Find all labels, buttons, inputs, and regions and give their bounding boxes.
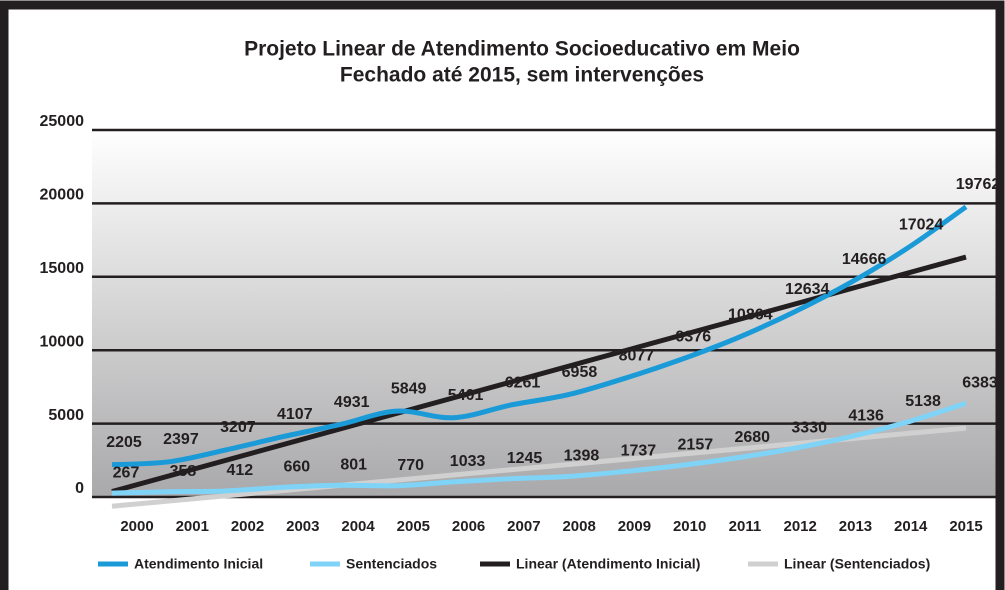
series-line [111,400,967,496]
data-label: 2157 [678,437,714,454]
x-tick-label: 2000 [120,518,153,535]
data-label: 4107 [277,406,313,423]
chart-title: Projeto Linear de Atendimento Socioeduca… [244,38,800,61]
series-line [111,204,968,468]
x-tick-label: 2005 [397,518,430,535]
y-tick-label: 20000 [40,187,85,204]
data-label: 3330 [791,419,827,436]
legend-label: Linear (Atendimento Inicial) [516,556,700,572]
data-label: 5401 [448,387,484,404]
data-label: 19762 [956,176,1001,193]
legend-label: Sentenciados [346,556,437,572]
plot-area [92,130,1000,497]
x-tick-label: 2003 [286,518,319,535]
data-label: 8077 [619,348,655,365]
chart-subtitle: Fechado até 2015, sem intervenções [340,64,704,87]
data-label: 660 [283,459,310,476]
data-label: 12634 [785,281,830,298]
x-tick-label: 2015 [949,518,982,535]
data-label: 6958 [562,364,598,381]
y-tick-label: 0 [75,480,84,497]
y-tick-label: 5000 [48,407,84,424]
data-label: 5138 [905,393,941,410]
data-label: 4931 [334,394,370,411]
data-label: 1398 [564,448,600,465]
x-tick-label: 2014 [894,518,928,535]
data-label: 2680 [734,429,770,446]
x-tick-label: 2008 [562,518,595,535]
data-label: 9376 [676,329,712,346]
data-label: 6383 [962,375,998,392]
x-tick-label: 2001 [176,518,209,535]
data-label: 1033 [450,453,486,470]
data-label: 267 [113,464,140,481]
x-tick-label: 2012 [784,518,817,535]
x-tick-label: 2013 [839,518,872,535]
data-label: 770 [397,457,424,474]
data-label: 358 [170,463,197,480]
data-label: 1737 [621,443,657,460]
x-tick-label: 2011 [729,518,762,535]
x-tick-label: 2010 [673,518,706,535]
x-tick-label: 2002 [231,518,264,535]
data-label: 5849 [391,380,427,397]
y-tick-label: 10000 [40,333,85,350]
data-label: 14666 [842,251,887,268]
y-tick-label: 25000 [40,113,85,130]
x-tick-label: 2004 [341,518,375,535]
data-label: 6261 [505,374,541,391]
data-label: 17024 [899,216,944,233]
data-label: 2397 [163,431,199,448]
y-tick-label: 15000 [40,260,85,277]
data-label: 10864 [728,307,773,324]
x-tick-label: 2009 [618,518,651,535]
legend-label: Atendimento Inicial [134,556,263,572]
data-label: 1245 [507,450,543,467]
data-label: 4136 [848,408,884,425]
legend-label: Linear (Sentenciados) [784,556,930,572]
x-tick-label: 2006 [452,518,485,535]
data-label: 412 [227,462,254,479]
data-label: 2205 [106,434,142,451]
data-label: 3207 [220,419,256,436]
x-tick-label: 2007 [507,518,540,535]
data-label: 801 [340,456,367,473]
